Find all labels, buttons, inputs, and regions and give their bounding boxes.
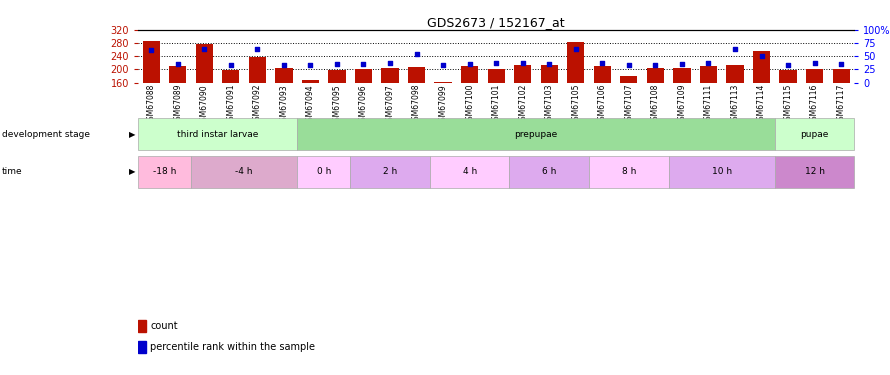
Bar [668,156,775,188]
Bar [589,156,668,188]
Bar [594,66,611,82]
Text: percentile rank within the sample: percentile rank within the sample [150,342,315,352]
Text: -4 h: -4 h [235,167,253,176]
Title: GDS2673 / 152167_at: GDS2673 / 152167_at [427,16,565,29]
Point [701,60,716,66]
Bar [355,69,372,82]
Point [728,46,742,53]
Bar [430,156,509,188]
Text: prepupae: prepupae [514,130,558,139]
Bar [297,156,351,188]
Point [675,61,689,67]
Bar [142,41,160,82]
Bar [191,156,297,188]
Bar [138,320,146,332]
Bar [138,340,146,353]
Text: 2 h: 2 h [383,167,397,176]
Bar [775,156,854,188]
Point [277,62,291,68]
Text: development stage: development stage [2,130,90,139]
Bar [620,76,637,82]
Bar [222,70,239,82]
Text: pupae: pupae [800,130,829,139]
Point [781,62,795,68]
Text: 0 h: 0 h [317,167,331,176]
Bar [275,68,293,82]
Bar [674,68,691,82]
Text: 6 h: 6 h [542,167,556,176]
Bar [297,118,775,150]
Bar [514,65,531,82]
Text: 4 h: 4 h [463,167,477,176]
Point [463,61,477,67]
Point [250,46,264,53]
Bar [461,66,478,82]
Bar [408,67,425,82]
Point [330,61,344,67]
Point [356,61,370,67]
Point [834,61,848,67]
Point [198,46,212,53]
Point [383,60,397,66]
Text: 10 h: 10 h [712,167,732,176]
Bar [351,156,430,188]
Text: third instar larvae: third instar larvae [177,130,258,139]
Point [490,60,504,66]
Point [171,61,185,67]
Point [515,60,530,66]
Text: -18 h: -18 h [153,167,176,176]
Bar [138,156,191,188]
Point [595,60,610,66]
Bar [775,118,854,150]
Text: 12 h: 12 h [805,167,825,176]
Point [542,61,556,67]
Bar [567,42,585,82]
Point [622,62,636,68]
Bar [540,65,558,82]
Bar [488,69,505,82]
Text: time: time [2,167,22,176]
Bar [647,68,664,82]
Bar [780,70,797,82]
Bar [169,66,186,82]
Point [409,51,424,57]
Text: ▶: ▶ [129,167,135,176]
Text: 8 h: 8 h [621,167,636,176]
Bar [138,118,297,150]
Text: count: count [150,321,178,331]
Bar [832,69,850,82]
Bar [726,66,744,82]
Bar [302,80,319,82]
Point [648,62,662,68]
Point [436,62,450,68]
Point [569,46,583,52]
Point [303,62,318,68]
Point [755,53,769,59]
Point [223,62,238,68]
Bar [328,70,345,82]
Bar [509,156,589,188]
Text: ▶: ▶ [129,130,135,139]
Bar [196,45,213,82]
Bar [753,51,770,82]
Bar [382,68,399,82]
Bar [700,66,717,82]
Point [807,60,821,66]
Bar [248,57,266,82]
Bar [806,69,823,82]
Point [144,47,158,53]
